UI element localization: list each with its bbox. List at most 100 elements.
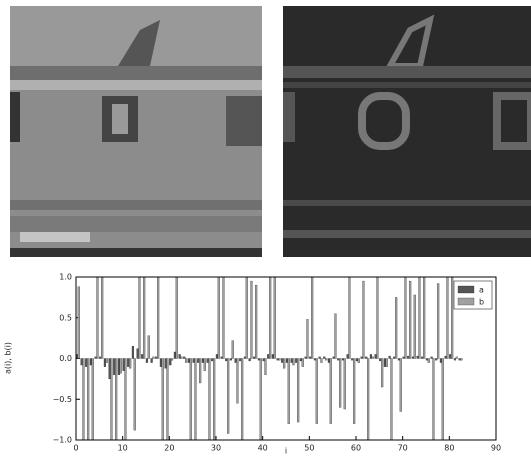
x-tick-label: 20 [164, 444, 174, 453]
bar [181, 357, 183, 359]
bar [169, 359, 171, 366]
legend-label: a [479, 286, 484, 295]
x-tick-label: 40 [258, 444, 268, 453]
bar [202, 359, 204, 363]
y-tick-label: 0.5 [59, 313, 72, 322]
bar [127, 359, 129, 367]
bar [253, 357, 255, 359]
bar [272, 354, 274, 358]
bar [449, 354, 451, 358]
bar [309, 357, 311, 359]
bar [85, 359, 87, 367]
bar [328, 359, 330, 363]
bar [377, 277, 379, 359]
bar [143, 277, 145, 359]
bar [183, 357, 185, 359]
bar [249, 359, 251, 361]
bar [414, 295, 416, 359]
bar [251, 281, 253, 358]
x-tick-label: 60 [351, 444, 361, 453]
bar [176, 277, 178, 359]
y-tick-label: −0.5 [53, 395, 72, 404]
bar [246, 277, 248, 359]
bar [321, 359, 323, 363]
bar [344, 359, 346, 410]
bar [358, 359, 360, 363]
bar [428, 359, 430, 363]
bar [221, 357, 223, 359]
bar [129, 359, 131, 369]
bar [419, 277, 421, 359]
bar [319, 357, 321, 359]
x-tick-label: 0 [73, 444, 78, 453]
x-axis-label: i [285, 447, 287, 456]
bar [409, 281, 411, 358]
bar [258, 359, 260, 361]
bar [265, 359, 267, 375]
bar [281, 359, 283, 363]
bar [342, 359, 344, 361]
bar [87, 359, 89, 441]
bar [109, 359, 111, 379]
bar [111, 359, 113, 441]
bar [237, 359, 239, 404]
bar [83, 359, 85, 441]
bar [218, 277, 220, 359]
bar [437, 284, 439, 359]
x-tick-label: 90 [491, 444, 501, 453]
bar [300, 359, 302, 361]
bar [244, 357, 246, 359]
bar [199, 359, 201, 383]
bar [405, 277, 407, 359]
bar [391, 359, 393, 441]
bar [125, 359, 127, 441]
bar [277, 359, 279, 361]
bar [137, 349, 139, 359]
bar [337, 359, 339, 361]
bar [193, 359, 195, 363]
bar [398, 359, 400, 361]
bar [141, 354, 143, 358]
bar [361, 357, 363, 359]
bar [305, 357, 307, 359]
bar [160, 359, 162, 367]
bar [269, 277, 271, 359]
bar [267, 354, 269, 358]
bar [225, 359, 227, 361]
bar [211, 359, 213, 361]
right-image [283, 6, 531, 257]
bar [311, 277, 313, 359]
bar [297, 359, 299, 423]
bar [97, 277, 99, 359]
bar [307, 319, 309, 358]
x-tick-label: 80 [444, 444, 454, 453]
bar [190, 359, 192, 441]
bar [213, 359, 215, 441]
bar [241, 359, 243, 441]
bar [445, 356, 447, 358]
bar [459, 359, 461, 361]
bar [113, 359, 115, 375]
bar [456, 357, 458, 359]
bar [174, 352, 176, 359]
bar [207, 359, 209, 363]
bar [78, 287, 80, 359]
bar [339, 359, 341, 408]
bar [333, 357, 335, 359]
bar [384, 359, 386, 367]
bar [447, 277, 449, 359]
bar [101, 277, 103, 359]
bar [104, 359, 106, 367]
bar [204, 359, 206, 371]
bar [435, 359, 437, 361]
bar [365, 357, 367, 359]
bar [393, 357, 395, 359]
y-tick-label: 1.0 [59, 273, 72, 282]
bar [353, 359, 355, 424]
bar [118, 359, 120, 375]
bar [330, 359, 332, 424]
bar [442, 359, 444, 441]
x-tick-label: 50 [304, 444, 314, 453]
bar [286, 359, 288, 363]
y-axis-label: a(i), b(i) [4, 342, 13, 374]
